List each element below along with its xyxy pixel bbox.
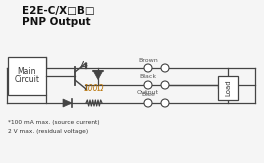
Text: Output: Output xyxy=(137,90,159,95)
Text: Black: Black xyxy=(139,74,157,80)
Text: Main: Main xyxy=(18,67,36,76)
Circle shape xyxy=(161,99,169,107)
Circle shape xyxy=(144,64,152,72)
Text: 2 V max. (residual voltage): 2 V max. (residual voltage) xyxy=(8,129,88,134)
Text: PNP Output: PNP Output xyxy=(22,17,91,27)
Text: Blue: Blue xyxy=(141,92,155,97)
Bar xyxy=(218,76,238,100)
Circle shape xyxy=(144,81,152,89)
Text: Load: Load xyxy=(225,80,231,96)
Bar xyxy=(8,57,46,95)
Polygon shape xyxy=(93,71,103,80)
Text: Circuit: Circuit xyxy=(15,75,40,84)
Circle shape xyxy=(161,81,169,89)
Circle shape xyxy=(144,99,152,107)
Text: 100Ω: 100Ω xyxy=(84,84,104,93)
Text: E2E-C/X□B□: E2E-C/X□B□ xyxy=(22,6,95,16)
Circle shape xyxy=(161,64,169,72)
Polygon shape xyxy=(63,99,72,107)
Text: *100 mA max. (source current): *100 mA max. (source current) xyxy=(8,120,100,125)
Text: Brown: Brown xyxy=(138,58,158,62)
